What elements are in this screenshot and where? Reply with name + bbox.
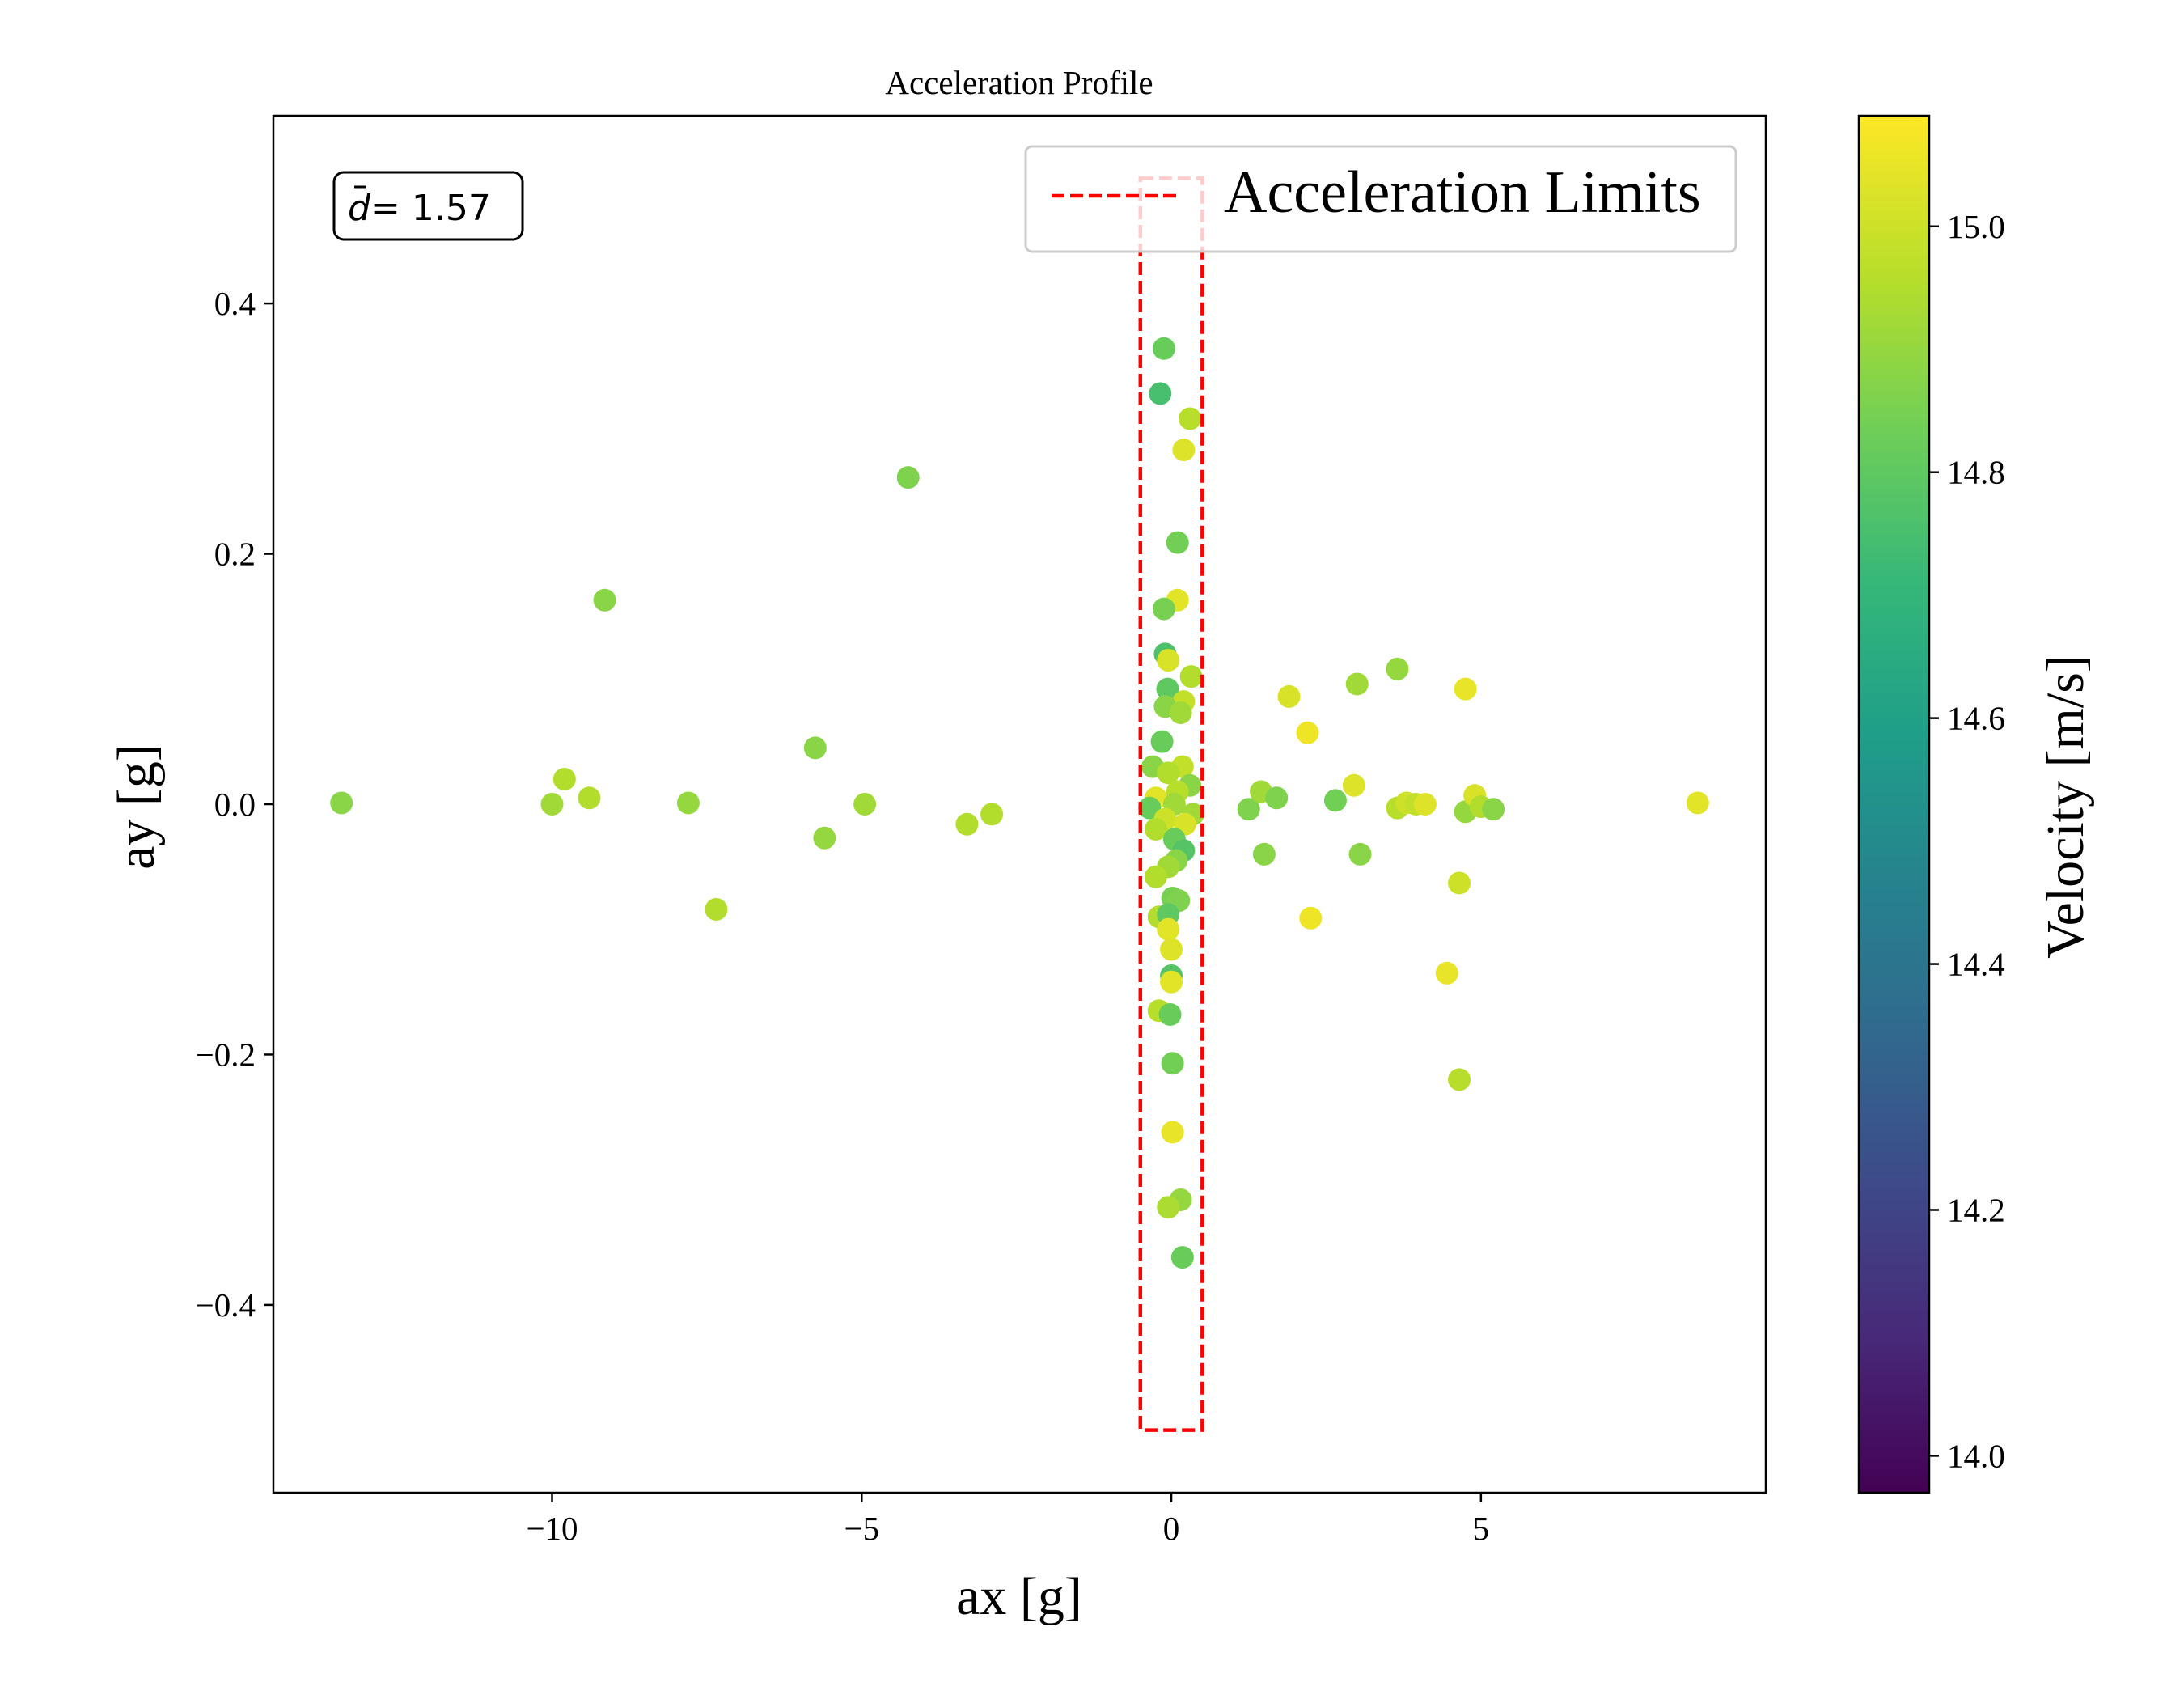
scatter-point [1161,1052,1184,1075]
scatter-point [803,736,827,760]
scatter-point [1156,677,1179,701]
x-axis-label: ax [g] [956,1567,1082,1626]
y-tick-label: 0.4 [214,285,256,322]
x-tick-label: −5 [844,1510,879,1547]
scatter-point [955,812,979,836]
colorbar-gradient [1857,114,1931,1494]
scatter-point [540,793,564,816]
y-tick-label: 0.2 [214,536,256,573]
scatter-point [1144,817,1167,841]
scatter-point [1299,906,1323,930]
scatter-point [1172,439,1196,462]
y-tick-label: 0.0 [214,786,256,823]
scatter-point [1160,938,1183,961]
d-symbol: d [348,188,371,229]
scatter-point [1448,1068,1471,1091]
x-tick-label: 5 [1473,1510,1490,1547]
colorbar: 14.0 14.2 14.4 14.6 14.8 15.0 Velocity [m/s] [1857,114,2095,1494]
x-tick-label: −10 [526,1510,578,1547]
scatter-point [1348,842,1372,866]
scatter-point [1158,1002,1182,1026]
colorbar-tick-label: 14.0 [1947,1437,2005,1474]
scatter-point [1179,665,1203,688]
scatter-point [1160,970,1183,994]
scatter-point [593,588,616,612]
scatter-point [1179,407,1202,430]
scatter-point [980,803,1004,826]
scatter-point [1435,961,1458,985]
scatter-point [705,897,728,921]
scatter-point [1157,761,1180,785]
legend-box [1024,145,1737,253]
scatter-point [1161,1121,1184,1144]
y-tick-label: −0.2 [196,1036,256,1073]
stat-annotation-box [332,171,524,241]
scatter-point [896,466,920,489]
scatter-point [1482,798,1505,821]
scatter-point [1152,337,1175,360]
y-axis-ticks: −0.4 −0.2 0.0 0.2 0.4 [196,285,273,1324]
scatter-point [813,826,836,850]
stat-annotation-text: = 1.57 [370,188,491,229]
scatter-point [1166,531,1189,554]
scatter-point [676,791,700,815]
scatter-point [1448,871,1471,895]
colorbar-tick-label: 14.2 [1947,1191,2005,1228]
scatter-point [1152,597,1175,621]
scatter-point [1170,1246,1194,1269]
colorbar-tick-label: 14.8 [1947,454,2005,491]
scatter-point [1150,730,1174,753]
colorbar-tick-label: 14.4 [1947,946,2005,983]
x-tick-label: 0 [1163,1510,1180,1547]
scatter-point [1157,917,1180,941]
scatter-point [1413,793,1437,816]
chart-title: Acceleration Profile [885,64,1153,101]
scatter-point [1144,865,1167,888]
y-tick-label: −0.4 [196,1286,256,1324]
scatter-point [1157,649,1180,672]
scatter-point [1149,382,1172,405]
scatter-point [1454,677,1477,701]
scatter-points [330,337,1709,1269]
scatter-point [1296,721,1319,744]
scatter-point [853,793,877,816]
scatter-point [578,786,601,810]
scatter-point [1345,672,1369,696]
colorbar-tick-label: 15.0 [1947,208,2005,245]
scatter-point [552,768,576,791]
stat-annotation: d = 1.57 [332,171,524,241]
scatter-point [1386,657,1409,680]
scatter-point [330,791,353,815]
plot-area-frame [272,114,1767,1494]
scatter-point [1342,773,1365,797]
legend-label: Acceleration Limits [1224,159,1701,226]
scatter-point [1169,701,1192,725]
scatter-point [1323,789,1347,812]
legend: Acceleration Limits [1024,145,1737,253]
scatter-point [1252,842,1276,866]
scatter-point [1237,798,1260,821]
colorbar-ticks: 14.0 14.2 14.4 14.6 14.8 15.0 [1929,208,2005,1474]
x-axis-ticks: −10 −5 0 5 [526,1493,1489,1547]
scatter-point [1686,791,1709,815]
y-axis-label: ay [g] [107,744,166,870]
colorbar-label: Velocity [m/s] [2036,655,2095,959]
scatter-point [1265,786,1289,810]
scatter-point [1157,1196,1180,1219]
scatter-point [1277,684,1301,708]
colorbar-tick-label: 14.6 [1947,700,2005,737]
